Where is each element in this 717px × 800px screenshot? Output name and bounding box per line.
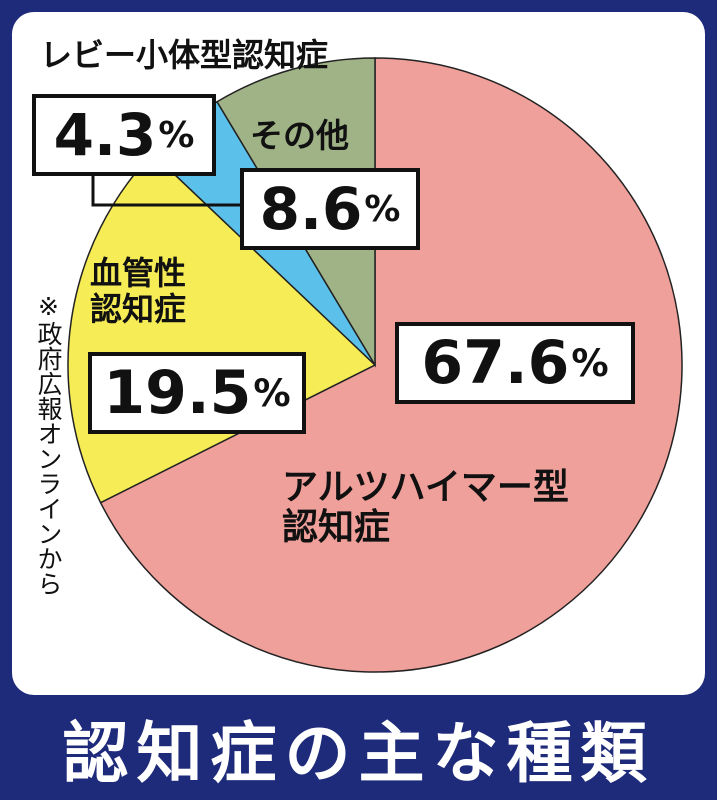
slice-label-vascular-line2: 認知症 (90, 289, 187, 328)
value-lewy-unit: % (158, 114, 195, 156)
slice-label-alzheimer-line1: アルツハイマー型 (282, 467, 569, 508)
value-vascular-unit: % (253, 371, 291, 415)
value-lewy: 4.3 (53, 101, 157, 169)
slice-label-alzheimer: アルツハイマー型 認知症 (282, 467, 569, 549)
source-note: ※政府広報オンラインから (34, 292, 63, 596)
value-alzheimer-unit: % (571, 341, 609, 385)
lewy-connector-line (91, 176, 244, 207)
value-box-lewy: 4.3% (32, 94, 216, 176)
value-other-unit: % (364, 188, 401, 230)
pie-slice-alzheimer (99, 57, 683, 673)
slice-label-vascular: 血管性 認知症 (90, 254, 187, 328)
slice-label-lewy: レビー小体型認知症 (40, 36, 329, 74)
value-vascular: 19.5 (103, 358, 252, 428)
slice-label-vascular-line1: 血管性 (90, 254, 187, 292)
value-box-other: 8.6% (240, 168, 420, 250)
value-alzheimer: 67.6 (421, 328, 570, 398)
chart-title: 認知症の主な種類 (62, 715, 655, 792)
value-box-alzheimer: 67.6% (395, 322, 635, 404)
slice-label-other: その他 (250, 116, 349, 155)
value-other: 8.6 (259, 175, 363, 243)
slice-label-alzheimer-line2: 認知症 (282, 507, 391, 549)
value-box-vascular: 19.5% (88, 352, 306, 434)
